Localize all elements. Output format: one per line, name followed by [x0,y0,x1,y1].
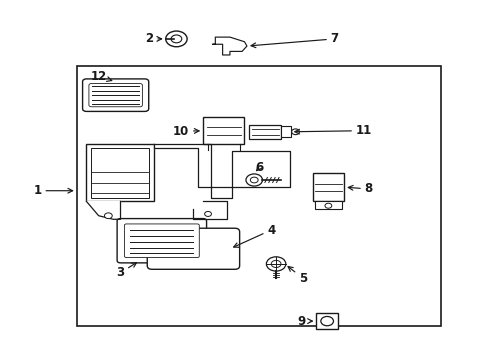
Text: 8: 8 [347,183,372,195]
Text: 10: 10 [173,125,199,138]
Text: 11: 11 [294,124,371,137]
Text: 5: 5 [287,266,306,285]
Circle shape [325,203,331,208]
FancyBboxPatch shape [117,219,206,263]
Circle shape [204,211,211,216]
Bar [316,313,337,329]
Bar [312,173,344,202]
Text: 1: 1 [34,184,73,197]
Text: 9: 9 [297,315,312,328]
Bar [86,144,154,202]
Circle shape [171,35,182,43]
FancyBboxPatch shape [147,228,239,269]
Text: 3: 3 [116,262,136,279]
FancyBboxPatch shape [82,79,148,111]
Circle shape [250,177,258,183]
Bar [314,201,341,208]
Text: 2: 2 [145,32,162,45]
Bar [77,66,441,327]
FancyBboxPatch shape [124,224,199,257]
Circle shape [291,129,299,135]
Bar [91,148,149,198]
Circle shape [165,31,187,47]
Circle shape [245,174,262,186]
Circle shape [320,316,333,326]
Text: 6: 6 [254,161,263,174]
Polygon shape [193,202,227,219]
Circle shape [271,260,281,267]
Circle shape [104,213,112,219]
Polygon shape [154,144,290,198]
Text: 12: 12 [90,70,112,83]
Text: 4: 4 [233,224,275,247]
Bar [249,125,281,139]
Bar [281,126,290,137]
Circle shape [266,257,285,271]
Polygon shape [212,37,246,55]
Bar [203,117,244,144]
Polygon shape [86,202,120,219]
Text: 7: 7 [250,32,338,48]
